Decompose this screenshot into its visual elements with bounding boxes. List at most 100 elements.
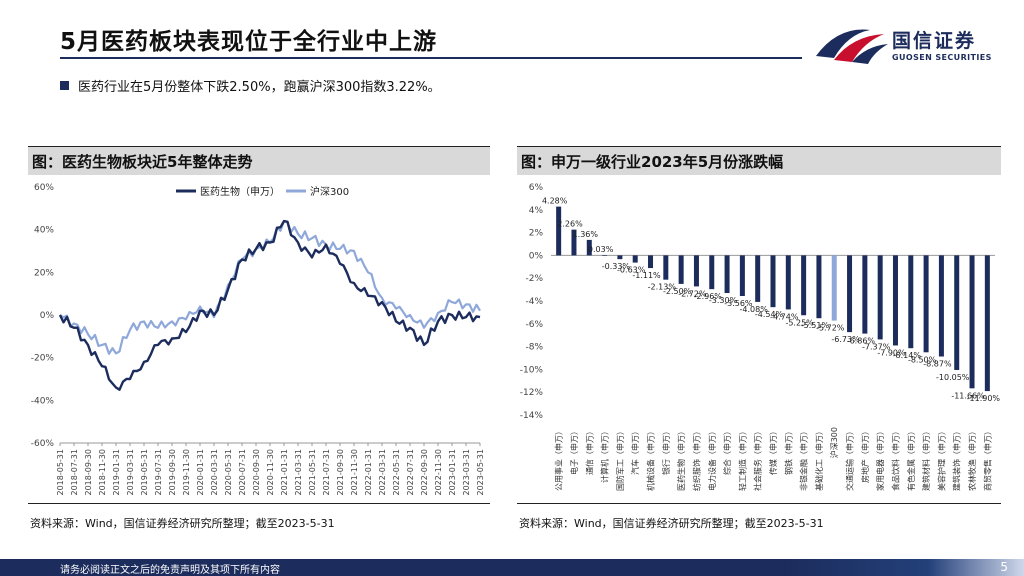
bar-value-label: -8.50% <box>908 355 937 364</box>
bar <box>755 255 761 302</box>
x-tick-label: 2022-01-31 <box>364 449 373 496</box>
x-tick-label: 2022-11-30 <box>434 449 443 496</box>
brand-logo: 国信证券 GUOSEN SECURITIES <box>812 22 1012 68</box>
x-category-label: 交通运输（申万） <box>845 427 855 491</box>
x-tick-label: 2020-03-31 <box>210 449 219 496</box>
summary-bullet: 医药行业在5月份整体下跌2.50%，跑赢沪深300指数3.22%。 <box>60 76 441 95</box>
bar-value-label: 4.28% <box>542 197 568 206</box>
y-tick-label: -12% <box>520 388 544 398</box>
series-line-hs300 <box>59 219 481 355</box>
bar-value-label: -2.96% <box>694 292 723 301</box>
x-tick-label: 2019-11-30 <box>182 449 191 496</box>
bar-value-label: 1.36% <box>573 230 599 239</box>
x-category-label: 建筑材料（申万） <box>921 427 931 491</box>
bar-value-label: -5.72% <box>816 324 845 333</box>
x-tick-label: 2021-09-30 <box>336 449 345 496</box>
x-category-label: 医药生物（申万） <box>676 427 686 491</box>
x-tick-label: 2020-07-31 <box>238 449 247 496</box>
y-tick-label: -14% <box>520 411 544 421</box>
bar-value-label: -8.87% <box>923 360 952 369</box>
title-divider <box>60 57 802 59</box>
bar-value-label: 2.26% <box>557 220 583 229</box>
legend-label: 医药生物（申万） <box>200 185 280 198</box>
bar <box>816 255 822 319</box>
right-chart-title: 图：申万一级行业2023年5月份涨跌幅 <box>521 153 784 171</box>
x-tick-label: 2019-01-31 <box>112 449 121 496</box>
y-tick-label: -6% <box>525 320 543 330</box>
x-tick-label: 2022-03-31 <box>378 449 387 496</box>
bar <box>831 255 837 321</box>
x-tick-label: 2018-07-31 <box>70 449 79 496</box>
bar-chart: 6% 4% 2% 0% -2% -4% -6% -8% -10% -12% -14% 4.28% 公用事… <box>520 183 1001 491</box>
x-category-label: 家用电器（申万） <box>875 427 885 491</box>
bar-value-label: -6.86% <box>847 337 876 346</box>
bar <box>923 255 929 353</box>
x-tick-label: 2019-03-31 <box>126 449 135 496</box>
brand-name-cn: 国信证券 <box>892 30 977 52</box>
x-tick-label: 2023-05-31 <box>476 449 485 496</box>
x-category-label: 纺织服饰（申万） <box>691 427 701 491</box>
x-category-label: 电子（申万） <box>569 427 579 475</box>
right-chart-panel: 图：申万一级行业2023年5月份涨跌幅 6% 4% 2% 0% -2% -4% -6% -8%… <box>517 146 1001 504</box>
brand-mark-icon <box>816 29 888 64</box>
x-tick-label: 2023-01-31 <box>448 449 457 496</box>
bar-value-label: 0.03% <box>588 245 614 254</box>
bar-value-label: -1.11% <box>632 271 661 280</box>
x-tick-label: 2020-01-31 <box>196 449 205 496</box>
x-category-label: 建筑装饰（申万） <box>952 427 962 491</box>
x-tick-label: 2019-09-30 <box>168 449 177 496</box>
x-tick-label: 2022-09-30 <box>420 449 429 496</box>
bar <box>892 255 898 346</box>
bar <box>954 255 960 370</box>
x-category-label: 轻工制造（申万） <box>737 427 747 491</box>
left-chart-panel: 图：医药生物板块近5年整体走势 60% 40% 20% 0% -20% -40% -60% 2… <box>28 146 490 504</box>
bar-value-label: -6.73% <box>831 335 860 344</box>
bar <box>571 229 577 256</box>
bar-value-label: -7.90% <box>877 348 906 357</box>
bar-value-label: -2.50% <box>663 287 692 296</box>
bar-value-label: -10.05% <box>936 373 970 382</box>
y-tick-label: -40% <box>31 396 55 406</box>
bar <box>877 255 883 340</box>
bar <box>663 255 669 280</box>
page-title: 5月医药板块表现位于全行业中上游 <box>60 29 438 55</box>
bar <box>801 255 807 316</box>
x-tick-label: 2020-11-30 <box>266 449 275 496</box>
x-category-label: 综合（申万） <box>722 427 732 475</box>
y-tick-label: 0% <box>40 311 55 321</box>
bar-value-label: -4.54% <box>755 310 784 319</box>
y-tick-label: 6% <box>529 183 544 193</box>
y-tick-label: 4% <box>529 206 544 216</box>
bar-value-label: -2.72% <box>678 289 707 298</box>
footer-accent <box>784 559 1024 576</box>
footer-bar: 请务必阅读正文之后的免责声明及其项下所有内容 5 <box>0 559 1024 576</box>
bar-value-label: -3.30% <box>709 296 738 305</box>
x-tick-label: 2019-05-31 <box>140 449 149 496</box>
x-category-label: 商贸零售（申万） <box>982 427 992 491</box>
x-category-label: 有色金属（申万） <box>906 427 916 491</box>
x-category-label: 农林牧渔（申万） <box>967 427 977 491</box>
bar <box>648 255 654 269</box>
bar <box>586 239 592 256</box>
square-bullet-icon <box>60 81 69 90</box>
bar-value-label: -0.33% <box>602 262 631 271</box>
y-tick-label: -2% <box>525 274 543 284</box>
bar <box>984 255 990 392</box>
x-category-label: 通信（申万） <box>584 427 594 475</box>
x-category-label: 银行（申万） <box>661 427 671 475</box>
x-tick-label: 2020-09-30 <box>252 449 261 496</box>
bar-value-label: -11.66% <box>951 391 985 400</box>
y-tick-label: -4% <box>525 297 543 307</box>
bar <box>709 255 715 290</box>
x-tick-label: 2023-03-31 <box>462 449 471 496</box>
x-category-label: 公用事业（申万） <box>554 427 564 491</box>
page-number: 5 <box>1000 560 1008 574</box>
bar <box>602 255 608 256</box>
y-tick-label: 0% <box>529 251 544 261</box>
x-category-label: 机械设备（申万） <box>646 427 656 491</box>
bar <box>770 255 776 308</box>
bar <box>724 255 730 294</box>
bar <box>938 255 944 357</box>
bar-value-label: -5.25% <box>785 318 814 327</box>
bar-value-label: -11.90% <box>967 394 1001 403</box>
